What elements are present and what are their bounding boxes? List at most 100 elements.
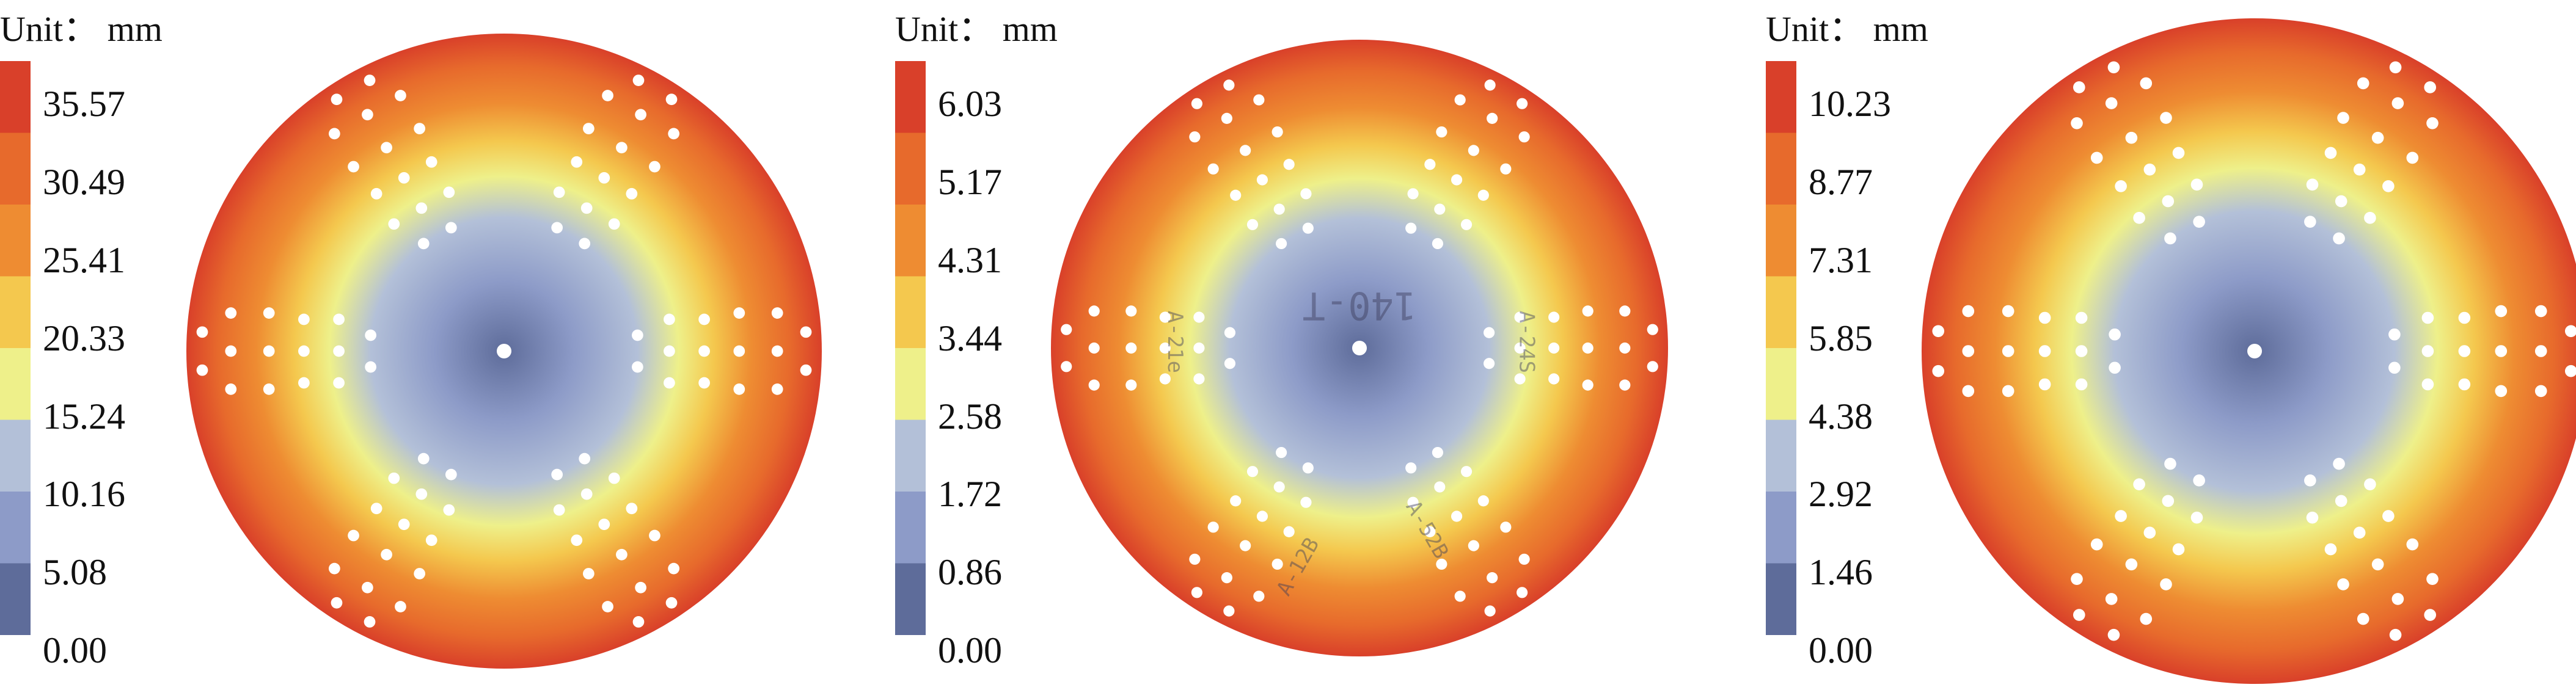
mounting-hole xyxy=(348,161,359,173)
mounting-hole xyxy=(443,186,455,198)
mounting-hole xyxy=(635,581,646,594)
colorbar xyxy=(0,61,31,635)
colorbar-band xyxy=(0,133,31,205)
mounting-hole xyxy=(2357,612,2369,625)
mounting-hole xyxy=(598,172,610,184)
mounting-hole xyxy=(551,222,563,234)
mounting-hole xyxy=(2140,612,2153,625)
mounting-hole xyxy=(571,156,583,168)
mounting-hole xyxy=(1432,446,1444,459)
colorbar-band xyxy=(0,205,31,277)
mounting-hole xyxy=(2304,216,2316,228)
mounting-hole xyxy=(2388,328,2401,341)
mounting-hole xyxy=(1223,605,1235,617)
mounting-hole xyxy=(1272,126,1283,138)
mounting-hole xyxy=(635,109,646,121)
colorbar-tick-label: 25.41 xyxy=(43,239,125,280)
mounting-hole xyxy=(2304,474,2316,487)
mounting-hole xyxy=(698,377,710,389)
mounting-hole xyxy=(1484,79,1496,91)
mounting-hole xyxy=(1300,496,1312,508)
mounting-hole xyxy=(1477,189,1489,201)
mounting-hole xyxy=(225,383,237,395)
mounting-hole xyxy=(1193,311,1205,323)
mounting-hole xyxy=(2353,526,2366,539)
mounting-hole xyxy=(1582,342,1594,354)
mounting-hole xyxy=(2193,474,2205,487)
mounting-hole xyxy=(1647,361,1658,372)
mounting-hole xyxy=(2458,311,2471,324)
mounting-hole xyxy=(1189,553,1201,565)
mounting-hole xyxy=(2071,117,2083,129)
mounting-hole xyxy=(2389,61,2402,74)
mounting-hole xyxy=(1224,358,1235,369)
mounting-hole xyxy=(1932,325,1945,338)
mounting-hole xyxy=(698,345,710,357)
mounting-hole xyxy=(580,488,593,500)
mounting-hole xyxy=(553,504,565,516)
mounting-hole xyxy=(626,503,638,515)
mounting-hole xyxy=(800,364,812,376)
mounting-hole xyxy=(1191,98,1202,109)
mounting-hole xyxy=(2038,345,2051,357)
mounting-hole xyxy=(1191,587,1202,598)
mounting-hole xyxy=(800,326,812,338)
mounting-hole xyxy=(1273,203,1285,215)
colorbar-band xyxy=(0,348,31,420)
mounting-hole xyxy=(333,345,345,357)
mounting-hole xyxy=(1275,446,1287,459)
mounting-hole xyxy=(2306,511,2319,524)
mounting-hole xyxy=(2164,232,2176,245)
mounting-hole xyxy=(2162,495,2175,507)
mounting-hole xyxy=(388,218,400,230)
mounting-hole xyxy=(2458,378,2471,391)
center-hole xyxy=(1352,341,1367,355)
colorbar-tick-label: 3.44 xyxy=(938,318,1002,358)
mounting-hole xyxy=(579,238,591,250)
mounting-hole xyxy=(2389,628,2402,641)
mounting-hole xyxy=(626,187,638,200)
mounting-hole xyxy=(225,345,237,357)
mounting-hole xyxy=(2382,510,2395,522)
mounting-hole xyxy=(1230,495,1242,507)
mounting-hole xyxy=(2458,345,2471,357)
mounting-hole xyxy=(632,616,645,628)
mounting-hole xyxy=(1454,94,1466,106)
mounting-hole xyxy=(1468,145,1479,156)
mounting-hole xyxy=(2364,212,2376,224)
mounting-hole xyxy=(1159,311,1171,323)
mounting-hole xyxy=(2105,97,2118,109)
mounting-hole xyxy=(571,534,583,547)
mounting-hole xyxy=(1189,131,1201,143)
mounting-hole xyxy=(1548,311,1560,323)
colorbar xyxy=(895,61,926,635)
mounting-hole xyxy=(616,142,628,154)
colorbar-tick-label: 8.77 xyxy=(1809,161,1873,202)
mounting-hole xyxy=(1424,526,1436,537)
mounting-hole xyxy=(1500,521,1512,533)
mounting-hole xyxy=(1125,305,1137,317)
mounting-hole xyxy=(1407,496,1419,508)
mounting-hole xyxy=(1125,379,1137,391)
mounting-hole xyxy=(1460,466,1473,478)
mounting-hole xyxy=(733,307,745,319)
mounting-hole xyxy=(1454,590,1466,602)
mounting-hole xyxy=(2371,558,2384,571)
mounting-hole xyxy=(2335,195,2347,208)
mounting-hole xyxy=(2038,378,2051,391)
mounting-hole xyxy=(2160,578,2172,590)
mounting-hole xyxy=(2162,195,2175,208)
mounting-hole xyxy=(2421,378,2434,391)
mounting-hole xyxy=(425,534,437,547)
mounting-hole xyxy=(2190,178,2203,191)
mounting-hole xyxy=(1253,94,1265,106)
colorbar-band xyxy=(0,276,31,349)
mounting-hole xyxy=(1240,540,1251,551)
mounting-hole xyxy=(1451,174,1463,186)
mounting-hole xyxy=(1487,572,1498,584)
mounting-hole xyxy=(664,345,675,357)
mounting-hole xyxy=(2564,365,2576,377)
colorbar-tick-label: 20.33 xyxy=(43,318,125,358)
colorbar-tick-label: 6.03 xyxy=(938,84,1002,124)
mounting-hole xyxy=(668,128,679,140)
